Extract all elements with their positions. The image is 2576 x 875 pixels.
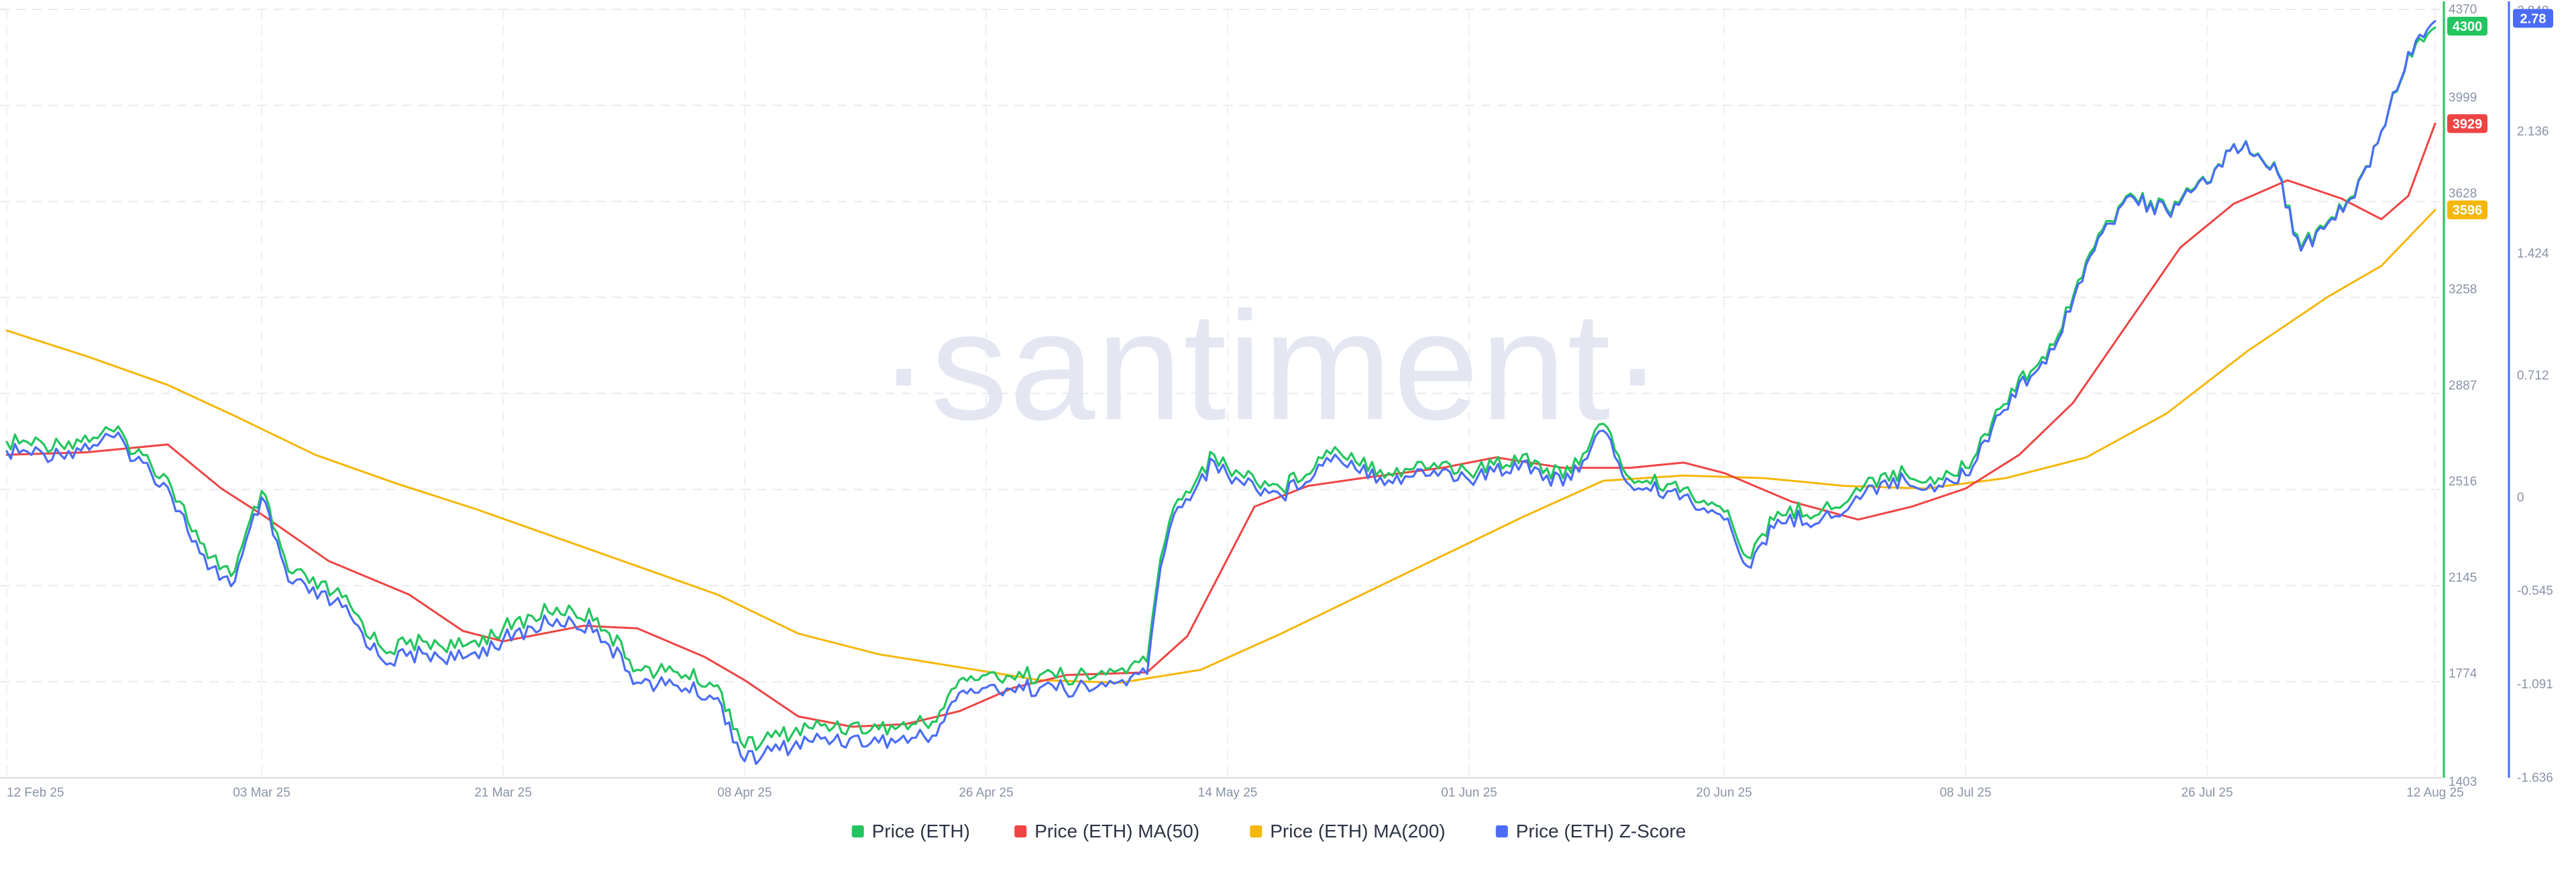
x-tick-label: 12 Aug 25	[2406, 786, 2464, 800]
badge-value: 2.78	[2520, 11, 2546, 26]
right-y-tick-label: -0.545	[2517, 584, 2553, 598]
legend-swatch	[1495, 825, 1508, 837]
badge-background	[2447, 17, 2487, 36]
x-tick-label: 26 Jul 25	[2181, 786, 2233, 800]
left-y-tick-label: 3999	[2449, 91, 2477, 105]
right-y-tick-label: -1.636	[2517, 771, 2553, 785]
x-tick-label: 21 Mar 25	[474, 786, 532, 800]
left-y-tick-label: 1403	[2449, 775, 2477, 789]
series-lines	[5, 19, 2436, 765]
axes	[0, 1, 2510, 778]
left-y-tick-label: 2516	[2449, 475, 2477, 489]
x-tick-label: 12 Feb 25	[7, 786, 64, 800]
series-line-ma50	[5, 122, 2436, 728]
x-tick-label: 14 May 25	[1198, 786, 1258, 800]
watermark-logo: ·santiment·	[878, 280, 1664, 452]
legend-item[interactable]: Price (ETH) MA(200)	[1250, 821, 1446, 841]
badge-background	[2513, 9, 2553, 28]
right-y-tick-label: 0.712	[2517, 369, 2549, 383]
legend-item[interactable]: Price (ETH)	[851, 821, 970, 841]
x-tick-label: 26 Apr 25	[959, 786, 1013, 800]
legend-label: Price (ETH) MA(50)	[1034, 821, 1199, 841]
right-y-tick-label: 2.136	[2517, 125, 2549, 139]
left-y-tick-label: 1774	[2449, 667, 2477, 681]
grid-lines	[0, 9, 2442, 778]
series-line-price	[5, 26, 2436, 752]
legend-label: Price (ETH)	[872, 821, 970, 841]
x-tick-label: 08 Apr 25	[717, 786, 771, 800]
badge-background	[2447, 200, 2487, 219]
badge-value: 3596	[2453, 203, 2483, 218]
left-y-tick-label: 3628	[2449, 187, 2477, 201]
x-tick-label: 08 Jul 25	[1939, 786, 1991, 800]
left-axis-ticks: 1403 1774 2145 2516 2887 3258 3628 3999 4370	[2449, 3, 2477, 789]
last-value-badge-ma50: 3929	[2447, 114, 2487, 133]
last-value-badge-price: 4300	[2447, 17, 2487, 36]
legend-swatch	[1014, 825, 1027, 837]
left-y-tick-label: 2887	[2449, 379, 2477, 393]
right-y-tick-label: 1.424	[2517, 247, 2549, 261]
legend-swatch	[1250, 825, 1263, 837]
badge-background	[2447, 114, 2487, 133]
x-tick-label: 03 Mar 25	[233, 786, 290, 800]
legend: Price (ETH) Price (ETH) MA(50) Price (ETH)…	[851, 821, 1686, 841]
legend-item[interactable]: Price (ETH) Z-Score	[1495, 821, 1686, 841]
x-tick-label: 20 Jun 25	[1696, 786, 1752, 800]
last-value-badges: 4300 3929 3596 2.78	[2447, 9, 2553, 219]
legend-label: Price (ETH) Z-Score	[1516, 821, 1686, 841]
right-y-tick-label: 0	[2517, 491, 2524, 505]
badge-value: 4300	[2453, 19, 2483, 34]
left-y-tick-label: 3258	[2449, 283, 2477, 297]
legend-label: Price (ETH) MA(200)	[1270, 821, 1445, 841]
x-axis-ticks: 12 Feb 25 03 Mar 25 21 Mar 25 08 Apr 25 26 A…	[7, 786, 2464, 800]
badge-value: 3929	[2453, 117, 2483, 131]
legend-item[interactable]: Price (ETH) MA(50)	[1014, 821, 1199, 841]
left-y-tick-label: 2145	[2449, 571, 2477, 585]
last-value-badge-zscore: 2.78	[2513, 9, 2553, 28]
left-y-tick-label: 4370	[2449, 3, 2477, 17]
x-tick-label: 01 Jun 25	[1441, 786, 1497, 800]
right-y-tick-label: -1.091	[2517, 678, 2553, 692]
series-line-zscore	[5, 19, 2436, 765]
series-line-ma200	[5, 209, 2436, 684]
last-value-badge-ma200: 3596	[2447, 200, 2487, 219]
legend-swatch	[851, 825, 864, 837]
